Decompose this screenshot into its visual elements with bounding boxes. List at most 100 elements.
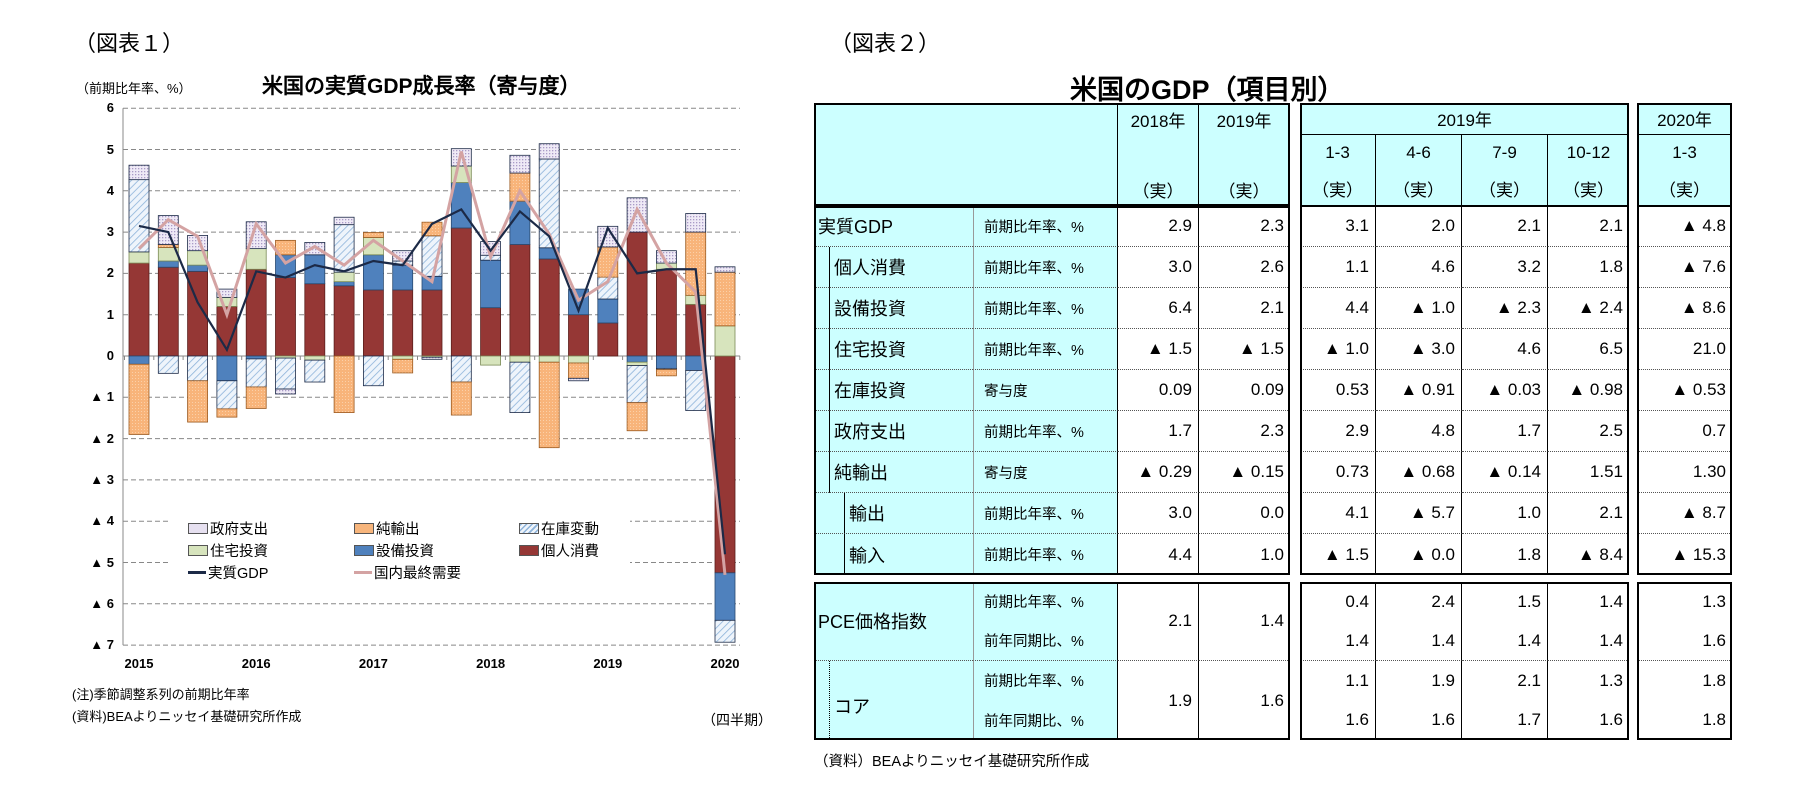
- bar-gov-2020Q1: [714, 266, 736, 273]
- value-2019-q2: ▲ 0.91: [1376, 370, 1462, 411]
- bar-netexp-2017Q1: [362, 232, 384, 238]
- bar-netexp-2015Q3: [187, 380, 209, 423]
- value-2019-q1: 0.73: [1300, 452, 1376, 493]
- line-dfd: [137, 151, 727, 576]
- bar-equip-2015Q4: [216, 355, 238, 382]
- value-2019-q4: 2.1: [1548, 206, 1629, 247]
- y-tick-label: 0: [106, 348, 114, 363]
- bar-netexp-2015Q4: [216, 408, 238, 418]
- legend-label: 設備投資: [376, 544, 434, 560]
- header-annual-y2019: 2019年: [1199, 103, 1290, 135]
- x-tick-label: 2017: [358, 656, 388, 671]
- bar-netexp-2018Q2: [509, 172, 531, 202]
- value-2019-q2: 1.9: [1376, 661, 1462, 701]
- bar-cons-2018Q4: [568, 314, 589, 357]
- value-2019-q2: ▲ 5.7: [1376, 493, 1462, 534]
- row-label: 政府支出: [829, 411, 973, 452]
- value-2019-q3: 2.1: [1462, 661, 1548, 701]
- value-2018: 0.09: [1118, 370, 1199, 411]
- bar-inv-2019Q2: [626, 365, 648, 404]
- value-2018: 3.0: [1118, 247, 1199, 288]
- legend-swatch: [519, 545, 539, 556]
- price-unit: 前年同期比、%: [973, 700, 1118, 740]
- bar-res-2015Q1: [128, 251, 150, 264]
- value-2019-q4: 6.5: [1548, 329, 1629, 370]
- value-2019-q3: 3.2: [1462, 247, 1548, 288]
- value-2018: ▲ 0.29: [1118, 452, 1199, 493]
- value-2018: 2.1: [1118, 582, 1199, 661]
- value-2020-q1: 1.30: [1637, 452, 1732, 493]
- value-2020-q1: 1.6: [1637, 622, 1732, 661]
- value-2019-q3: 1.7: [1462, 700, 1548, 740]
- value-2020-q1: ▲ 4.8: [1637, 206, 1732, 247]
- y-tick-label: 1: [106, 306, 114, 322]
- row-unit: 前期比年率、%: [973, 493, 1118, 534]
- row-label-cell: [814, 534, 973, 575]
- y-tick-label: ▲ 4: [90, 513, 114, 529]
- header-actual: （実）: [1118, 135, 1199, 206]
- header-actual: （実）: [1199, 135, 1290, 206]
- value-2018: 4.4: [1118, 534, 1199, 575]
- value-2019-q4: 2.1: [1548, 493, 1629, 534]
- header-divider: [1637, 205, 1732, 207]
- header-blank: [814, 103, 1118, 206]
- bar-gov-2016Q2: [275, 388, 296, 395]
- bar-cons-2016Q3: [304, 283, 326, 357]
- row-label: 実質GDP: [814, 206, 973, 247]
- value-2019-q3: 1.5: [1462, 582, 1548, 622]
- value-2020-q1: 1.8: [1702, 670, 1726, 690]
- bar-gov-2015Q1: [128, 164, 150, 181]
- bar-gov-2016Q3: [304, 242, 326, 256]
- bar-res-2017Q2: [392, 355, 414, 360]
- bar-cons-2016Q1: [245, 268, 267, 357]
- legend-label: 住宅投資: [210, 544, 268, 560]
- row-label: 住宅投資: [829, 329, 973, 370]
- bar-gov-2016Q4: [333, 216, 355, 226]
- value-2019: 1.6: [1260, 690, 1284, 710]
- bar-res-2016Q3: [304, 355, 326, 361]
- x-tick-label: 2018: [476, 656, 506, 671]
- price-unit: 前期比年率、%: [973, 582, 1118, 622]
- bar-gov-2017Q3: [421, 356, 443, 360]
- bar-cons-2018Q2: [509, 244, 531, 357]
- bar-cons-2016Q4: [333, 285, 355, 357]
- value-2019-q2: ▲ 0.68: [1376, 452, 1462, 493]
- bar-netexp-2017Q4: [450, 381, 472, 416]
- value-2019-q3: ▲ 0.14: [1462, 452, 1548, 493]
- bar-cons-2020Q1: [714, 355, 736, 574]
- value-2019: 1.0: [1260, 544, 1284, 564]
- value-2019-q1: ▲ 1.0: [1300, 329, 1376, 370]
- legend-line: [188, 571, 206, 574]
- legend-label: 在庫変動: [541, 522, 599, 538]
- price-row-label: PCE価格指数: [814, 582, 973, 661]
- chart-legend: 政府支出 純輸出 在庫変動 住宅投資 設備投資 個人消費 実質GDP 国内最終需…: [170, 516, 630, 586]
- header-quarter-year: 2019年: [1300, 103, 1629, 135]
- value-2020-q1: ▲ 8.6: [1637, 288, 1732, 329]
- bar-inv-2016Q2: [275, 357, 296, 390]
- row-label: 個人消費: [829, 247, 973, 288]
- legend-item-consumption: 個人消費: [519, 540, 599, 561]
- header-actual: （実）: [1376, 171, 1462, 206]
- bar-inv-2016Q3: [304, 359, 326, 383]
- legend-item-government: 政府支出: [188, 518, 268, 539]
- value-2019-q3: 1.4: [1462, 621, 1548, 661]
- bar-equip-2019Q2: [626, 355, 648, 363]
- bar-res-2019Q2: [626, 361, 648, 366]
- bar-netexp-2019Q2: [626, 402, 648, 432]
- row-label: 輸入: [844, 534, 973, 575]
- bar-cons-2016Q2: [275, 277, 296, 357]
- bar-inv-2015Q3: [187, 355, 209, 382]
- row-label-cell: [814, 288, 973, 329]
- header-quarter: 10-12: [1548, 135, 1629, 171]
- header-actual: （実）: [1462, 171, 1548, 206]
- legend-label: 純輸出: [376, 522, 420, 538]
- value-2019: 0.09: [1199, 370, 1290, 411]
- value-2019-q4: 1.3: [1599, 670, 1623, 690]
- bar-cons-2019Q2: [626, 231, 648, 357]
- row-label-cell: [814, 411, 973, 452]
- row-unit: 寄与度: [973, 370, 1118, 411]
- y-tick-label: 6: [106, 100, 114, 116]
- value-2019-q1: 0.4: [1300, 582, 1376, 622]
- chart-title: 米国の実質GDP成長率（寄与度）: [262, 75, 581, 98]
- value-2019-q4: 1.4: [1548, 622, 1629, 661]
